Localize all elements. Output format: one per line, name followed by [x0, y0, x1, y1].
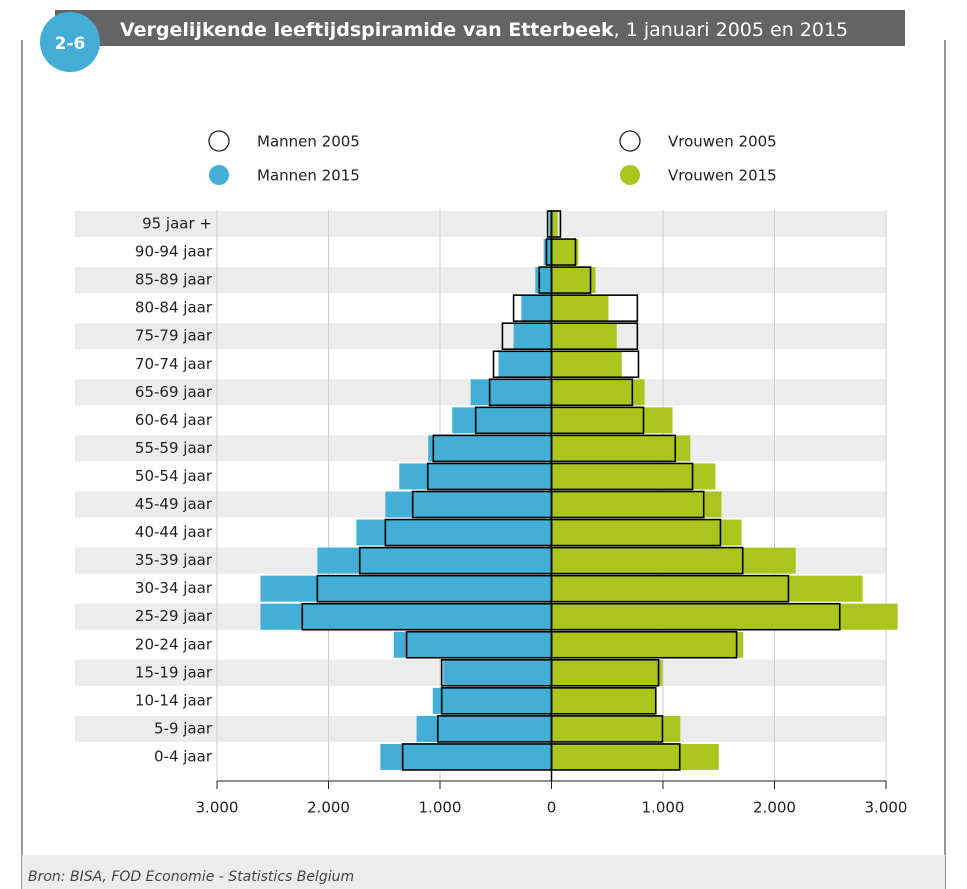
- bar: [551, 575, 863, 602]
- bar: [551, 435, 691, 462]
- x-tick-label: 1.000: [419, 798, 462, 816]
- bar: [543, 239, 552, 266]
- bar: [260, 575, 552, 602]
- x-tick-label: 3.000: [196, 798, 239, 816]
- bar: [551, 379, 645, 406]
- legend-label: Mannen 2015: [257, 167, 360, 185]
- y-tick-label: 35-39 jaar: [135, 551, 213, 569]
- bar: [470, 379, 552, 406]
- y-tick-label: 25-29 jaar: [135, 607, 213, 625]
- title-rest: , 1 januari 2005 en 2015: [614, 19, 849, 41]
- bar: [380, 743, 552, 770]
- badge: [40, 12, 100, 72]
- bar: [551, 743, 719, 770]
- bar: [551, 519, 742, 546]
- bar: [432, 687, 552, 714]
- legend-label: Mannen 2005: [257, 133, 360, 151]
- y-tick-label: 0-4 jaar: [154, 747, 213, 765]
- bar: [260, 603, 552, 630]
- bar: [443, 659, 552, 686]
- row-band: [75, 210, 886, 238]
- y-tick-label: 10-14 jaar: [135, 691, 213, 709]
- bar: [551, 603, 898, 630]
- y-tick-label: 40-44 jaar: [135, 523, 213, 541]
- bar: [498, 351, 552, 378]
- y-tick-label: 70-74 jaar: [135, 355, 213, 373]
- bar: [551, 491, 722, 518]
- x-tick-label: 3.000: [865, 798, 908, 816]
- y-tick-label: 90-94 jaar: [135, 243, 213, 261]
- bar: [551, 547, 796, 574]
- bar: [399, 463, 552, 490]
- legend-marker: [209, 165, 229, 185]
- bar: [551, 239, 579, 266]
- bar: [551, 323, 617, 350]
- y-tick-label: 60-64 jaar: [135, 411, 213, 429]
- bar: [551, 715, 681, 742]
- bar: [356, 519, 552, 546]
- bar: [551, 211, 558, 237]
- bar: [551, 631, 744, 658]
- legend-label: Vrouwen 2005: [668, 133, 777, 151]
- y-tick-label: 80-84 jaar: [135, 299, 213, 317]
- source: Bron: BISA, FOD Economie - Statistics Be…: [28, 869, 354, 885]
- x-tick-label: 2.000: [307, 798, 350, 816]
- bar: [551, 351, 622, 378]
- bar: [551, 687, 657, 714]
- y-tick-label: 20-24 jaar: [135, 635, 213, 653]
- header-bar: [55, 10, 905, 46]
- y-tick-label: 65-69 jaar: [135, 383, 213, 401]
- badge-label: 2-6: [55, 34, 86, 54]
- legend-marker: [620, 165, 640, 185]
- bar: [549, 211, 552, 237]
- y-tick-label: 30-34 jaar: [135, 579, 213, 597]
- bar: [416, 715, 552, 742]
- chart-title: Vergelijkende leeftijdspiramide van Ette…: [120, 19, 848, 41]
- bar: [385, 491, 552, 518]
- y-tick-label: 50-54 jaar: [135, 467, 213, 485]
- bar: [551, 267, 596, 294]
- y-tick-label: 75-79 jaar: [135, 327, 213, 345]
- row-band: [75, 323, 886, 350]
- x-tick-label: 0: [547, 798, 557, 816]
- bar: [551, 463, 716, 490]
- bar: [551, 659, 663, 686]
- source-band: [22, 855, 945, 889]
- plot: 95 jaar + 90-94 jaar 85-89 jaar 80-84 jaar 7…: [75, 130, 908, 816]
- y-tick-label: 55-59 jaar: [135, 439, 213, 457]
- row-band: [75, 267, 886, 294]
- bar: [393, 631, 552, 658]
- y-tick-label: 85-89 jaar: [135, 271, 213, 289]
- y-tick-label: 5-9 jaar: [154, 719, 213, 737]
- bar: [428, 435, 552, 462]
- legend-label: Vrouwen 2015: [668, 167, 777, 185]
- x-tick-label: 2.000: [753, 798, 796, 816]
- legend-marker: [208, 130, 230, 152]
- y-tick-label: 95 jaar +: [142, 215, 212, 233]
- title-main: Vergelijkende leeftijdspiramide van Ette…: [120, 19, 614, 41]
- y-tick-label: 15-19 jaar: [135, 663, 213, 681]
- x-tick-label: 1.000: [642, 798, 685, 816]
- bar: [452, 407, 552, 434]
- legend-marker: [619, 130, 641, 152]
- bar: [535, 267, 552, 294]
- bar: [317, 547, 552, 574]
- bar: [513, 323, 552, 350]
- bar: [521, 295, 552, 322]
- y-tick-label: 45-49 jaar: [135, 495, 213, 513]
- bar: [551, 295, 609, 322]
- bar: [551, 407, 673, 434]
